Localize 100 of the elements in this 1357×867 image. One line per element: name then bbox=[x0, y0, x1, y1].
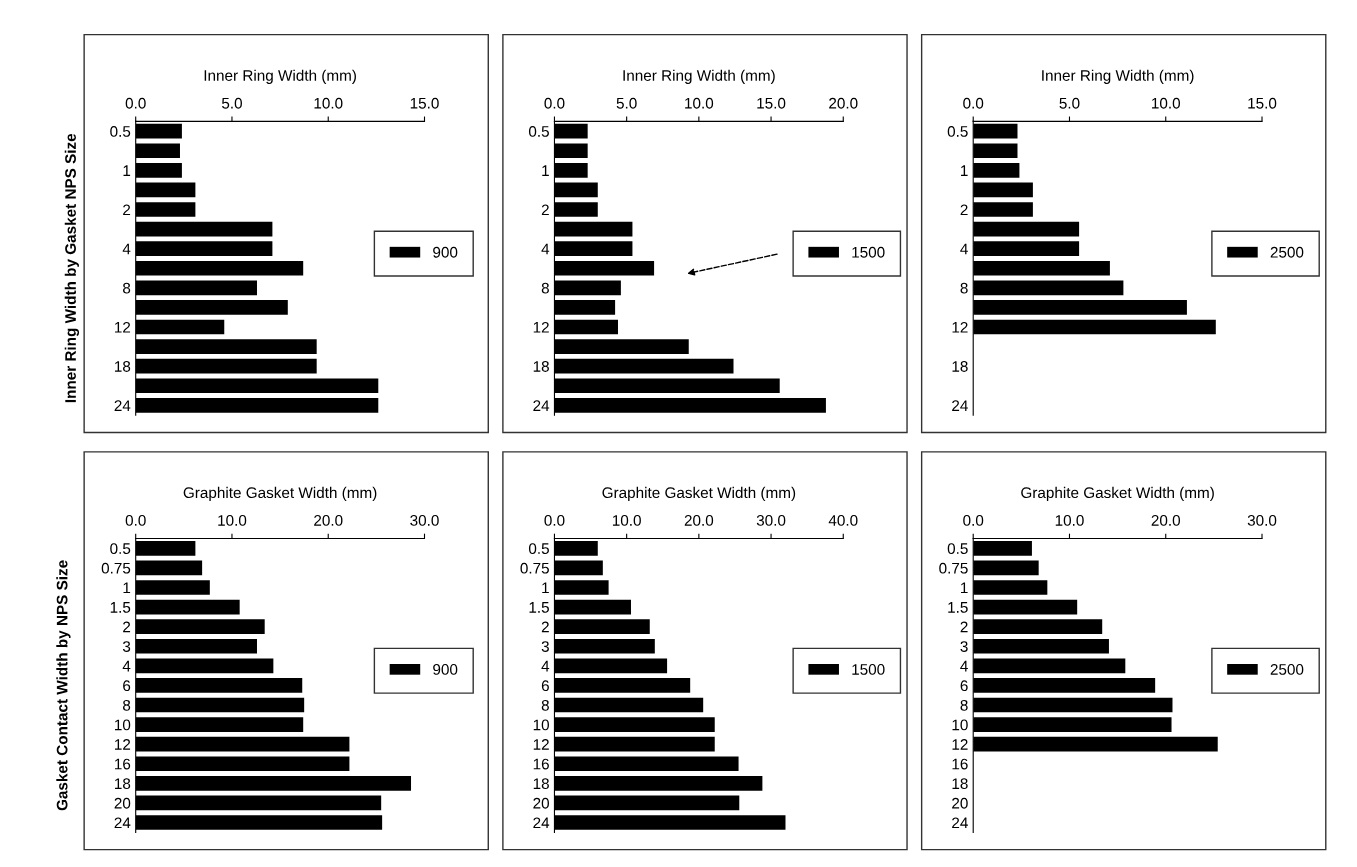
y-tick-label: 18 bbox=[952, 778, 968, 790]
y-tick-label: 8 bbox=[541, 282, 549, 294]
x-tick-label: 20.0 bbox=[314, 514, 343, 526]
x-tick-label: 30.0 bbox=[410, 514, 439, 526]
y-tick-label: 6 bbox=[960, 680, 968, 692]
y-tick-label: 0.75 bbox=[939, 562, 968, 574]
y-tick-label: 8 bbox=[123, 699, 131, 711]
x-tick-label: 0.0 bbox=[125, 514, 146, 526]
y-tick-label: 2 bbox=[541, 204, 549, 216]
y-tick-label: 0.75 bbox=[101, 562, 131, 574]
x-tick-label: 10.0 bbox=[685, 97, 714, 109]
y-tick-label: 16 bbox=[533, 758, 549, 770]
y-tick-label: 8 bbox=[123, 282, 131, 294]
y-tick-label: 8 bbox=[960, 282, 968, 294]
y-tick-label: 0.5 bbox=[947, 543, 968, 555]
y-tick-label: 2 bbox=[123, 204, 131, 216]
y-tick-label: 1.5 bbox=[529, 602, 549, 613]
x-tick-label: 15.0 bbox=[410, 97, 439, 109]
y-tick-label: 20 bbox=[533, 797, 549, 809]
x-tick-label: 10.0 bbox=[218, 514, 247, 526]
y-tick-label: 1 bbox=[961, 165, 968, 176]
x-tick-label: 30.0 bbox=[756, 514, 786, 526]
x-axis-title: Inner Ring Width (mm) bbox=[204, 69, 356, 84]
y-tick-label: 2 bbox=[960, 621, 968, 633]
legend-label: 2500 bbox=[1270, 664, 1304, 675]
x-axis-title: Graphite Gasket Width (mm) bbox=[183, 486, 377, 502]
x-tick-label: 5.0 bbox=[616, 97, 637, 109]
x-tick-label: 5.0 bbox=[1059, 97, 1080, 109]
x-tick-label: 0.0 bbox=[125, 97, 146, 109]
y-tick-label: 4 bbox=[541, 243, 550, 255]
x-axis-title: Graphite Gasket Width (mm) bbox=[1021, 486, 1214, 502]
x-tick-label: 0.0 bbox=[963, 97, 984, 109]
x-tick-label: 0.0 bbox=[544, 514, 565, 526]
y-tick-label: 12 bbox=[952, 321, 968, 333]
legend-label: 1500 bbox=[852, 246, 885, 258]
x-tick-label: 0.0 bbox=[963, 514, 984, 526]
y-tick-label: 8 bbox=[541, 699, 549, 711]
y-tick-label: 1.5 bbox=[948, 602, 968, 613]
x-tick-label: 20.0 bbox=[829, 97, 858, 109]
y-tick-label: 6 bbox=[123, 680, 131, 692]
y-axis-title: Inner Ring Width by Gasket NPS Size bbox=[64, 133, 80, 403]
x-tick-label: 30.0 bbox=[1247, 514, 1277, 526]
y-tick-label: 24 bbox=[533, 817, 550, 829]
y-tick-label: 3 bbox=[541, 641, 549, 652]
y-tick-label: 1 bbox=[542, 582, 549, 594]
y-tick-label: 12 bbox=[115, 739, 131, 750]
y-tick-label: 24 bbox=[533, 400, 550, 411]
y-tick-label: 1 bbox=[542, 165, 549, 176]
y-tick-label: 4 bbox=[960, 660, 968, 672]
x-tick-label: 5.0 bbox=[221, 97, 242, 109]
y-tick-label: 12 bbox=[952, 739, 968, 750]
y-tick-label: 18 bbox=[533, 361, 549, 372]
y-tick-label: 3 bbox=[960, 641, 968, 652]
x-tick-label: 10.0 bbox=[1055, 514, 1084, 526]
y-tick-label: 10 bbox=[115, 719, 131, 731]
x-axis-title: Inner Ring Width (mm) bbox=[1042, 69, 1194, 84]
x-tick-label: 15.0 bbox=[757, 97, 786, 109]
y-tick-label: 4 bbox=[960, 243, 968, 255]
x-tick-label: 20.0 bbox=[684, 514, 714, 526]
legend-label: 900 bbox=[433, 246, 458, 258]
y-tick-label: 12 bbox=[115, 321, 131, 333]
y-tick-label: 24 bbox=[114, 817, 131, 829]
y-tick-label: 0.5 bbox=[947, 126, 968, 137]
legend-label: 1500 bbox=[852, 664, 885, 675]
x-tick-label: 10.0 bbox=[314, 97, 343, 109]
y-tick-label: 0.5 bbox=[110, 126, 131, 137]
y-tick-label: 18 bbox=[115, 778, 131, 790]
y-tick-label: 20 bbox=[952, 797, 968, 809]
y-tick-label: 18 bbox=[115, 361, 131, 372]
legend-label: 900 bbox=[433, 664, 458, 675]
y-tick-label: 18 bbox=[952, 361, 968, 372]
x-tick-label: 40.0 bbox=[828, 514, 858, 526]
y-tick-label: 2 bbox=[123, 621, 131, 633]
y-tick-label: 10 bbox=[533, 719, 549, 731]
y-tick-label: 2 bbox=[960, 204, 968, 216]
y-tick-label: 1 bbox=[961, 582, 968, 594]
legend-label: 2500 bbox=[1270, 246, 1304, 258]
y-tick-label: 1.5 bbox=[110, 602, 131, 613]
y-tick-label: 1 bbox=[123, 165, 131, 176]
y-tick-label: 3 bbox=[122, 641, 131, 652]
x-tick-label: 10.0 bbox=[612, 514, 641, 526]
y-axis-title: Gasket Contact Width by NPS Size bbox=[56, 560, 71, 811]
y-tick-label: 24 bbox=[114, 400, 131, 411]
y-tick-label: 2 bbox=[541, 621, 549, 633]
y-tick-label: 1 bbox=[123, 582, 131, 594]
x-axis-title: Inner Ring Width (mm) bbox=[623, 69, 775, 84]
y-tick-label: 10 bbox=[952, 719, 968, 731]
y-tick-label: 4 bbox=[541, 660, 550, 672]
y-tick-label: 6 bbox=[541, 680, 549, 692]
x-tick-label: 10.0 bbox=[1152, 97, 1181, 109]
y-tick-label: 4 bbox=[122, 660, 131, 672]
x-tick-label: 0.0 bbox=[544, 97, 565, 109]
y-tick-label: 0.5 bbox=[528, 543, 549, 555]
x-tick-label: 15.0 bbox=[1248, 97, 1277, 109]
y-tick-label: 8 bbox=[960, 699, 968, 711]
y-tick-label: 4 bbox=[122, 243, 131, 255]
y-tick-label: 16 bbox=[115, 758, 131, 770]
y-tick-label: 18 bbox=[533, 778, 549, 790]
y-tick-label: 24 bbox=[952, 817, 968, 829]
y-tick-label: 12 bbox=[533, 739, 549, 750]
